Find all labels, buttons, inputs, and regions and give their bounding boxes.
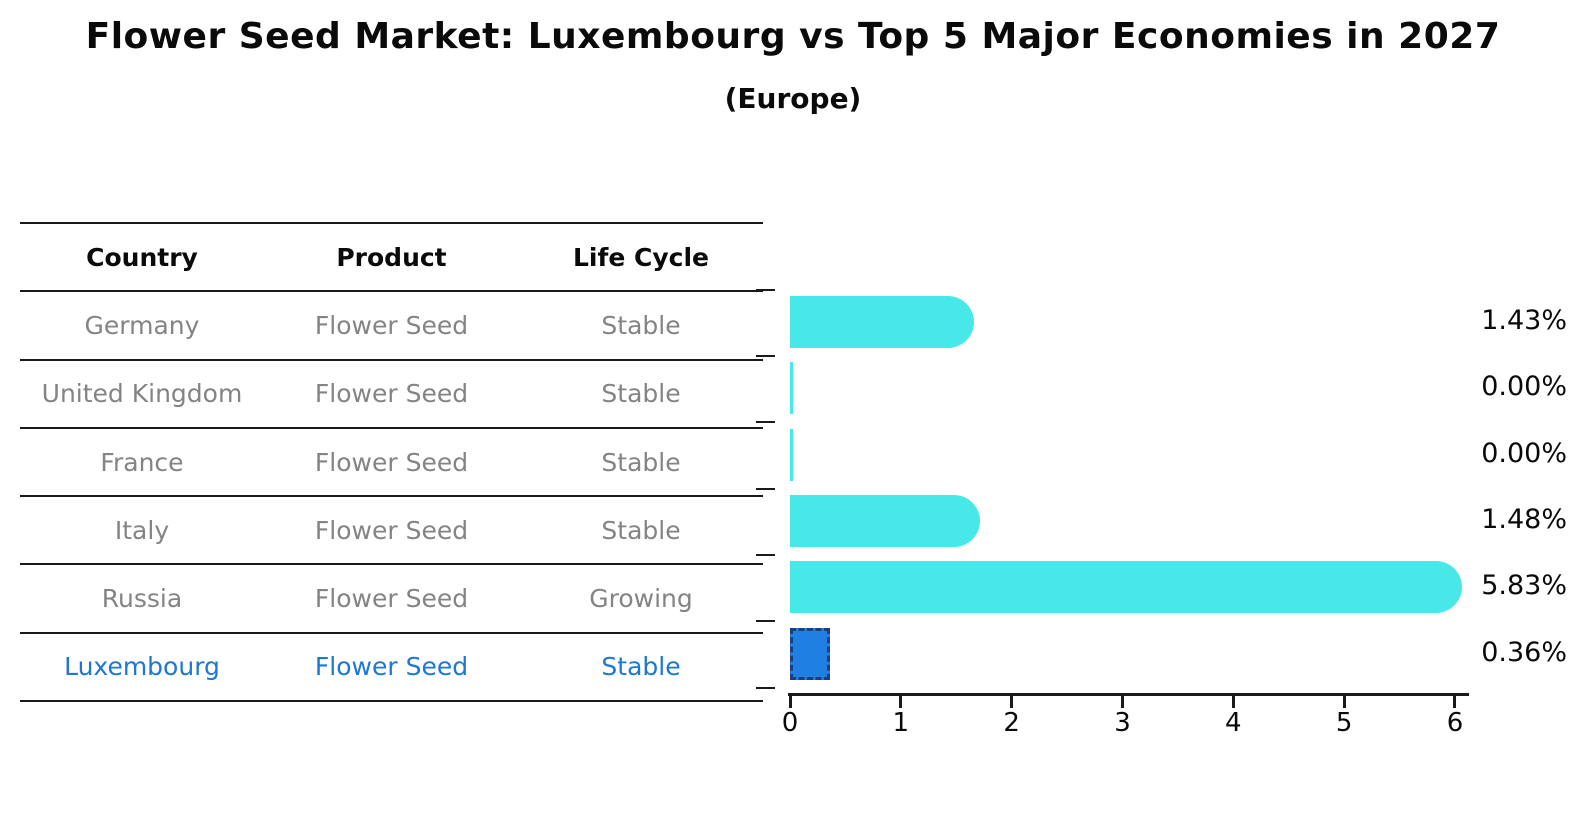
bar-italy [790, 494, 981, 547]
country-table: Country Product Life Cycle Germany Flowe… [20, 222, 763, 703]
cell-country: Luxembourg [64, 652, 220, 682]
y-axis-tick [756, 620, 775, 623]
value-label-germany: 1.43% [1481, 305, 1567, 336]
table-row-luxembourg: Luxembourg Flower Seed Stable [20, 634, 763, 703]
table-row-united-kingdom: United Kingdom Flower Seed Stable [20, 361, 763, 429]
table-header-row: Country Product Life Cycle [20, 224, 763, 293]
cell-product: Flower Seed [314, 310, 469, 340]
y-axis-tick [756, 355, 775, 358]
cell-country: Germany [84, 310, 200, 340]
cell-product: Flower Seed [314, 584, 469, 614]
cell-life-cycle: Stable [601, 447, 681, 477]
header-product: Product [336, 242, 447, 272]
y-axis-tick [756, 421, 775, 424]
cell-country: France [100, 447, 184, 477]
cell-country: United Kingdom [41, 379, 243, 409]
chart-subtitle: (Europe) [724, 82, 862, 115]
cell-life-cycle: Stable [601, 652, 681, 682]
cell-product: Flower Seed [314, 379, 469, 409]
bar-russia [790, 561, 1463, 614]
value-label-italy: 1.48% [1481, 503, 1567, 535]
x-axis-tick-label: 6 [1446, 708, 1464, 738]
header-life-cycle: Life Cycle [572, 242, 710, 272]
x-axis-tick [1453, 695, 1457, 708]
x-axis-tick [1231, 695, 1235, 708]
y-axis-tick [756, 487, 775, 490]
table-row-russia: Russia Flower Seed Growing [20, 565, 763, 634]
table-row-france: France Flower Seed Stable [20, 429, 763, 498]
x-axis-tick-label: 3 [1114, 708, 1131, 738]
y-axis-tick [756, 686, 775, 689]
bar-luxembourg [790, 627, 830, 680]
x-axis-tick-label: 5 [1335, 708, 1353, 738]
x-axis-line [788, 693, 1469, 696]
x-axis-tick-label: 4 [1225, 708, 1242, 738]
x-axis-tick-label: 2 [1003, 708, 1020, 738]
value-label-luxembourg: 0.36% [1481, 636, 1567, 668]
bar-germany [790, 296, 975, 348]
cell-product: Flower Seed [314, 515, 469, 545]
table-row-italy: Italy Flower Seed Stable [20, 497, 763, 566]
cell-life-cycle: Stable [601, 515, 681, 545]
x-axis-tick [899, 695, 903, 708]
chart-title: Flower Seed Market: Luxembourg vs Top 5 … [85, 16, 1501, 57]
header-country: Country [86, 242, 198, 272]
cell-product: Flower Seed [314, 447, 469, 477]
x-axis-tick [1010, 695, 1014, 708]
cell-life-cycle: Growing [589, 584, 693, 614]
cell-life-cycle: Stable [601, 310, 681, 340]
y-axis-tick [756, 554, 775, 557]
x-axis-tick [1342, 695, 1346, 708]
cell-country: Italy [114, 515, 170, 545]
bar-united-kingdom [790, 362, 793, 415]
x-axis-tick [788, 695, 792, 708]
cell-life-cycle: Stable [601, 379, 681, 409]
cell-country: Russia [101, 584, 183, 614]
x-axis-tick-label: 1 [892, 708, 910, 738]
cell-product: Flower Seed [314, 652, 469, 682]
y-axis-tick [756, 288, 775, 291]
x-axis-tick [1120, 695, 1124, 708]
bar-france [790, 428, 793, 481]
value-label-russia: 5.83% [1481, 570, 1567, 602]
table-row-germany: Germany Flower Seed Stable [20, 292, 763, 361]
x-axis-tick-label: 0 [781, 708, 799, 738]
value-label-france: 0.00% [1481, 437, 1567, 469]
value-label-united-kingdom: 0.00% [1481, 371, 1567, 403]
